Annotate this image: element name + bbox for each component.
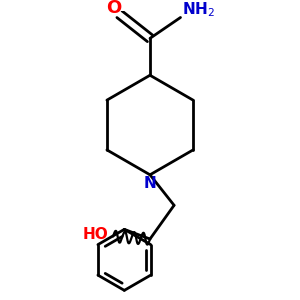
Text: HO: HO [82,227,108,242]
Text: O: O [106,0,121,17]
Text: NH$_2$: NH$_2$ [182,0,215,19]
Text: N: N [144,176,156,191]
